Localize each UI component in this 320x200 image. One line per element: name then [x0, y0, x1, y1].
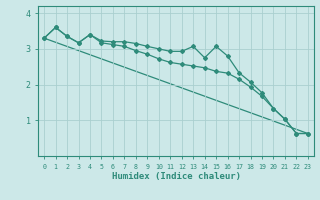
X-axis label: Humidex (Indice chaleur): Humidex (Indice chaleur) [111, 172, 241, 181]
